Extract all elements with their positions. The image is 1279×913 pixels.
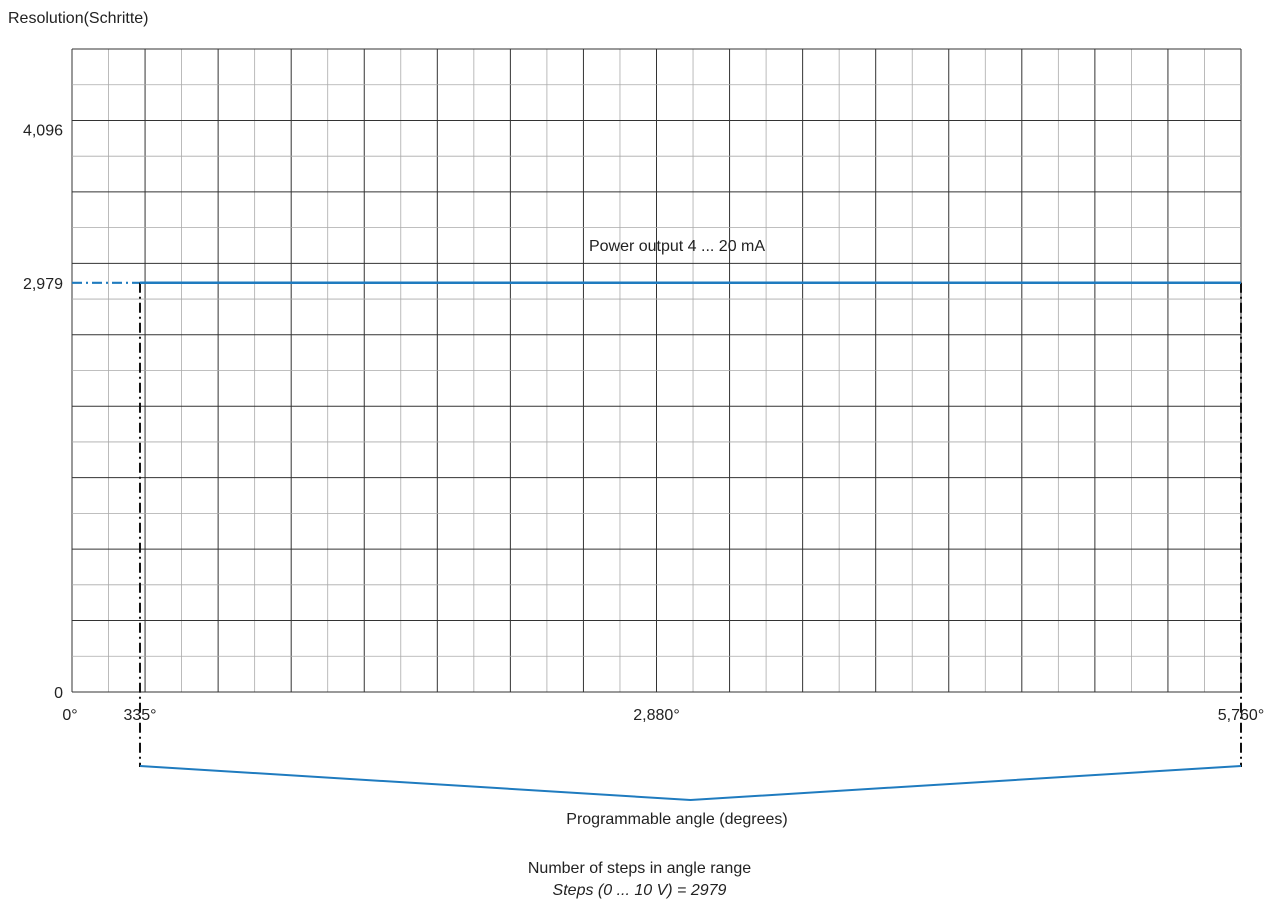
steps-note: Number of steps in angle range [527, 860, 752, 877]
x-axis-label: Programmable angle (degrees) [566, 811, 787, 828]
chart-marks: 0 2,979 4,096 0° 335° 2,880° 5,760° [23, 122, 1264, 802]
y-tick-label: 4,096 [23, 122, 63, 139]
y-tick-label: 2,979 [23, 276, 63, 293]
steps-formula: Steps (0 ... 10 V) = 2979 [552, 882, 727, 899]
x-tick-label: 5,760° [1218, 707, 1264, 724]
series-label: Power output 4 ... 20 mA [589, 238, 765, 255]
x-tick-label: 0° [62, 707, 77, 724]
y-tick-label: 0 [54, 685, 63, 702]
y-axis-label: Resolution(Schritte) [8, 10, 149, 27]
range-brace [139, 765, 1242, 802]
grid [71, 48, 1242, 693]
x-tick-label: 335° [123, 707, 156, 724]
x-tick-label: 2,880° [633, 707, 679, 724]
